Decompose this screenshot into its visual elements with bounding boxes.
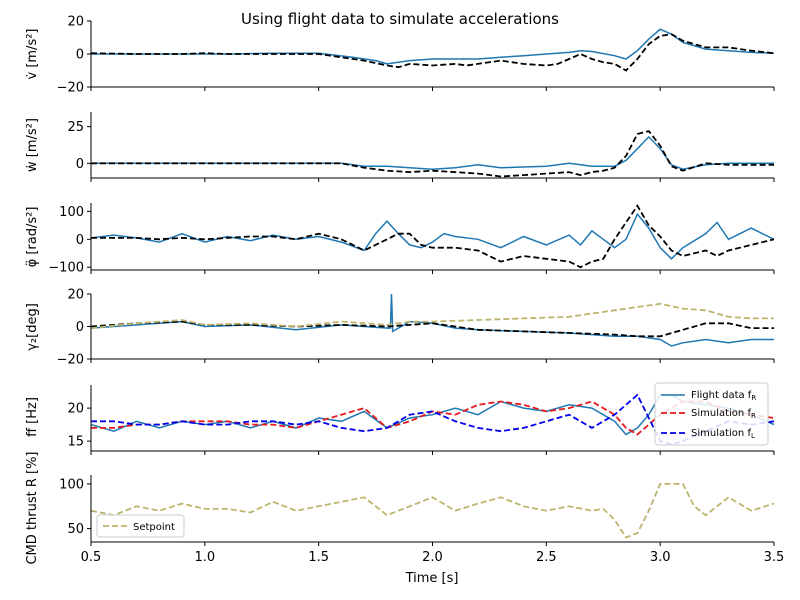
- legend-thrust: Setpoint: [96, 514, 185, 538]
- series-line-0-1: [91, 33, 774, 72]
- y-label-gamma2: γ₂[deg]: [25, 303, 40, 351]
- series-line-4-1: [91, 400, 774, 436]
- y-tick-label: 20: [67, 402, 84, 417]
- legend-label-sim-l: Simulation fL: [691, 428, 755, 440]
- y-tick-label: 50: [67, 522, 84, 537]
- series-line-1-1: [91, 130, 774, 178]
- y-tick-label: 20: [67, 15, 84, 30]
- series-line-5-0: [91, 483, 774, 539]
- y-tick-label: 0: [76, 320, 84, 335]
- legend-label-flight-r: Flight data fR: [691, 390, 756, 402]
- y-tick-label: −20: [57, 353, 84, 368]
- series-line-3-0: [91, 293, 774, 347]
- x-axis-label: Time [s]: [405, 571, 459, 586]
- series-line-2-0: [91, 212, 774, 260]
- x-tick-label: 2.0: [422, 550, 443, 565]
- y-tick-label: −100: [48, 261, 84, 276]
- y-tick-label: 20: [67, 288, 84, 303]
- x-tick-label: 3.5: [764, 550, 785, 565]
- y-tick-label: 15: [67, 435, 84, 450]
- y-label-cmd-thrust: CMD thrust R [%]: [25, 451, 40, 564]
- y-label-flap-freq: ff [Hz]: [25, 397, 40, 437]
- x-tick-label: 2.5: [536, 550, 557, 565]
- y-tick-label: 0: [76, 233, 84, 248]
- series-line-1-0: [91, 135, 774, 170]
- subplot-3: −20 0 20: [57, 288, 775, 368]
- x-tick-label: 1.0: [194, 550, 215, 565]
- legend-frame: [654, 382, 769, 446]
- y-tick-label: 25: [67, 120, 84, 135]
- subplot-2: −100 0 100: [48, 203, 775, 276]
- y-label-phi-ddot: φ̈ [rad/s²]: [25, 207, 40, 268]
- subplot-5: 50 100 0.5 1.0 1.5 2.0 2.5 3.0 3.5: [59, 475, 784, 565]
- y-label-v-dot: v̇ [m/s²]: [25, 29, 40, 80]
- x-tick-label: 1.5: [308, 550, 329, 565]
- legend-flap-freq: Flight data fR Simulation fR Simulation …: [654, 382, 769, 446]
- series-line-3-2: [91, 302, 774, 329]
- y-tick-label: 0: [76, 48, 84, 63]
- subplot-1: 0 25: [67, 112, 775, 182]
- y-tick-label: 100: [59, 477, 84, 492]
- y-tick-label: −20: [57, 81, 84, 96]
- legend-label-setpoint: Setpoint: [133, 522, 175, 533]
- legend-label-sim-r: Simulation fR: [691, 408, 756, 420]
- y-label-w-dot: ẇ [m/s²]: [25, 118, 40, 172]
- legend-frame: [96, 514, 185, 538]
- subplots: −20 0 20 0 25 −100 0 100 −20 0 20 15 20 50 100 0.5 1.0 1.…: [48, 15, 784, 566]
- series-line-3-1: [91, 320, 774, 338]
- series-line-2-1: [91, 204, 774, 269]
- y-tick-label: 0: [76, 157, 84, 172]
- subplot-0: −20 0 20: [57, 15, 775, 96]
- x-tick-label: 3.0: [650, 550, 671, 565]
- y-tick-label: 100: [59, 205, 84, 220]
- x-tick-label: 0.5: [81, 550, 102, 565]
- chart-title: Using flight data to simulate accelerati…: [241, 10, 559, 28]
